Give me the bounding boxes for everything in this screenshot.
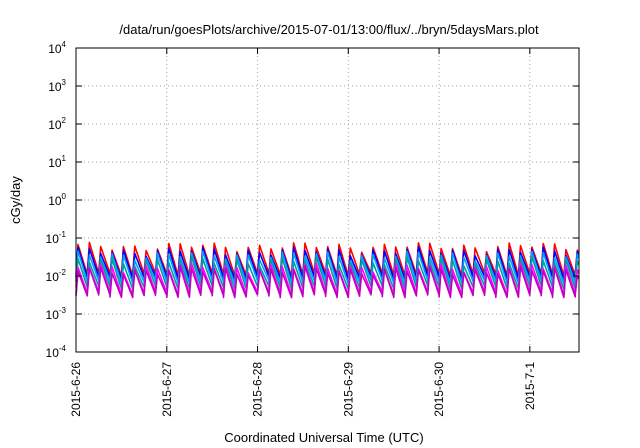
series-line — [75, 265, 580, 299]
series-lines — [75, 241, 580, 299]
y-tick-label: 102 — [48, 116, 66, 132]
y-tick-label: 10-3 — [46, 306, 67, 322]
y-tick-base: 10 — [48, 42, 62, 56]
y-tick-exponent: 3 — [62, 78, 67, 87]
y-tick-exponent: -4 — [59, 344, 67, 353]
x-axis-label: Coordinated Universal Time (UTC) — [224, 430, 423, 445]
y-tick-exponent: -3 — [59, 306, 67, 315]
y-tick-base: 10 — [46, 232, 60, 246]
y-tick-label: 10-4 — [46, 344, 67, 360]
y-tick-label: 103 — [48, 78, 66, 94]
y-tick-exponent: 1 — [62, 154, 67, 163]
x-tick-label: 2015-6-26 — [69, 362, 83, 417]
y-tick-exponent: 4 — [62, 40, 67, 49]
y-tick-exponent: -1 — [59, 230, 67, 239]
y-tick-exponent: 2 — [62, 116, 67, 125]
chart-title: /data/run/goesPlots/archive/2015-07-01/1… — [119, 22, 539, 37]
x-tick-label: 2015-6-29 — [341, 362, 355, 417]
grid-lines — [76, 48, 579, 352]
y-tick-exponent: 0 — [62, 192, 67, 201]
y-tick-label: 101 — [48, 154, 66, 170]
x-tick-label: 2015-6-28 — [251, 362, 265, 417]
y-tick-exponent: -2 — [59, 268, 67, 277]
y-tick-base: 10 — [46, 308, 60, 322]
x-tick-label: 2015-7-1 — [523, 362, 537, 410]
y-axis-label: cGy/day — [8, 176, 23, 224]
y-tick-base: 10 — [48, 194, 62, 208]
x-tick-label: 2015-6-27 — [160, 362, 174, 417]
x-tick-label: 2015-6-30 — [432, 362, 446, 417]
y-tick-base: 10 — [48, 118, 62, 132]
y-tick-label: 10-2 — [46, 268, 67, 284]
y-tick-base: 10 — [48, 156, 62, 170]
y-tick-label: 104 — [48, 40, 66, 56]
y-tick-base: 10 — [48, 80, 62, 94]
y-tick-label: 100 — [48, 192, 66, 208]
y-tick-base: 10 — [46, 270, 60, 284]
y-tick-base: 10 — [46, 346, 60, 360]
plot-frame — [75, 47, 580, 353]
axis-ticks: 10410310210110010-110-210-310-42015-6-26… — [46, 40, 579, 417]
y-tick-label: 10-1 — [46, 230, 67, 246]
